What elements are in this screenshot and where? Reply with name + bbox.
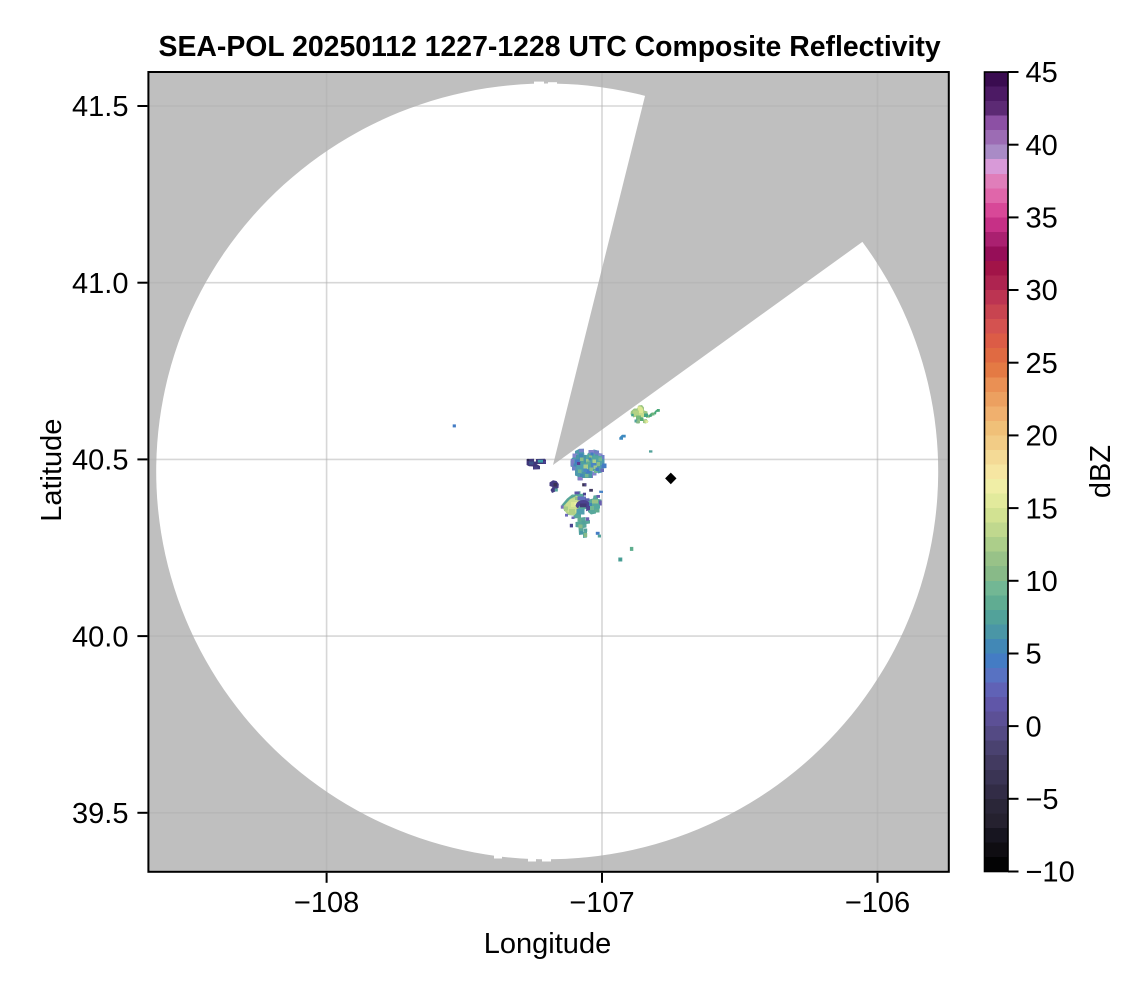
svg-text:−10: −10	[1026, 857, 1075, 889]
svg-text:15: 15	[1026, 493, 1058, 525]
svg-text:39.5: 39.5	[72, 798, 128, 830]
svg-text:Longitude: Longitude	[484, 928, 611, 960]
svg-text:Latitude: Latitude	[36, 419, 68, 522]
svg-text:41.0: 41.0	[72, 268, 128, 300]
svg-text:0: 0	[1026, 711, 1042, 743]
svg-text:10: 10	[1026, 566, 1058, 598]
svg-text:5: 5	[1026, 639, 1042, 671]
svg-text:35: 35	[1026, 203, 1058, 235]
svg-text:45: 45	[1026, 57, 1058, 89]
svg-text:−5: −5	[1026, 784, 1059, 816]
svg-text:−106: −106	[845, 887, 910, 919]
svg-text:40.5: 40.5	[72, 445, 128, 477]
svg-text:20: 20	[1026, 421, 1058, 453]
svg-text:40: 40	[1026, 130, 1058, 162]
svg-text:−107: −107	[569, 887, 634, 919]
svg-text:−108: −108	[294, 887, 359, 919]
svg-text:dBZ: dBZ	[1085, 445, 1117, 498]
svg-text:25: 25	[1026, 348, 1058, 380]
svg-text:40.0: 40.0	[72, 621, 128, 653]
svg-text:SEA-POL 20250112 1227-1228 UTC: SEA-POL 20250112 1227-1228 UTC Composite…	[159, 31, 941, 63]
svg-text:30: 30	[1026, 275, 1058, 307]
svg-text:41.5: 41.5	[72, 91, 128, 123]
